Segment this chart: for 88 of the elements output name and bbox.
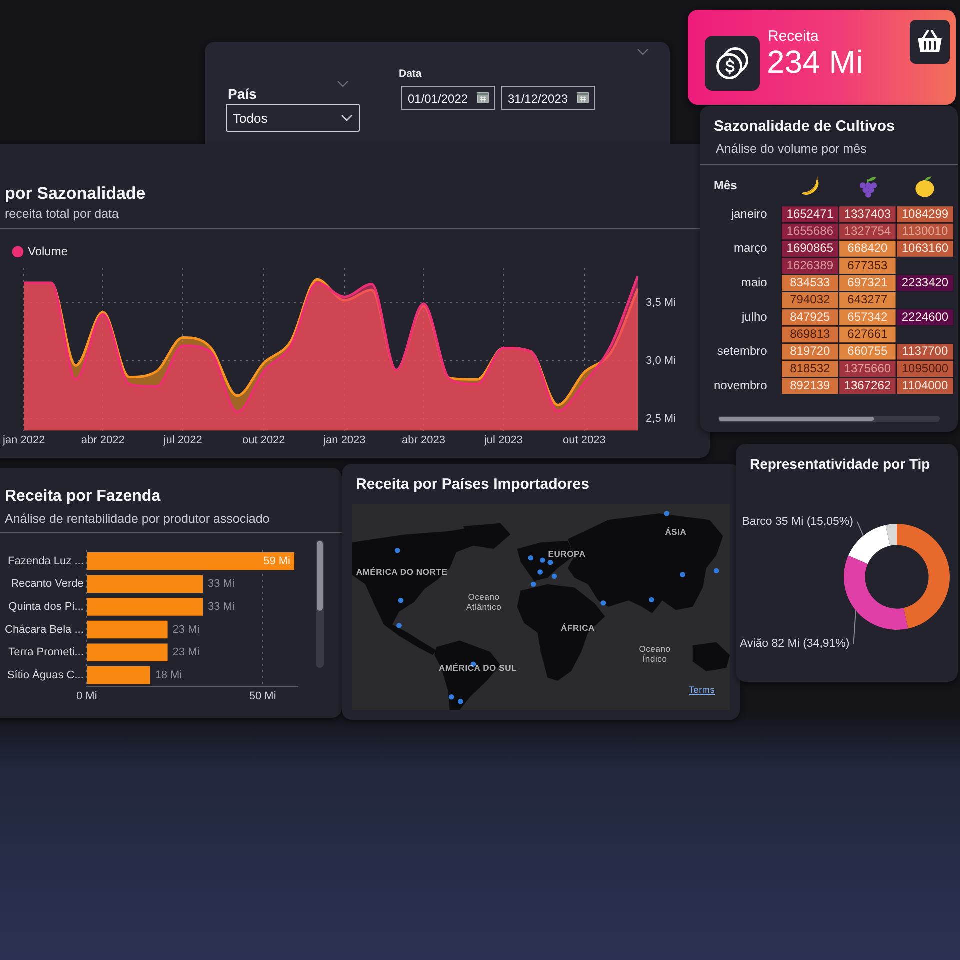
x-tick-label: jan 2022 [2, 434, 46, 446]
chart-title: Representatividade por Tip [750, 456, 930, 472]
chart-subtitle: Análise de rentabilidade por produtor associado [5, 512, 270, 526]
text: País [228, 86, 257, 102]
y-tick-label: Sítio Águas C... [7, 668, 84, 682]
text: Oceano Índico [638, 644, 672, 664]
data-label: 892139 [790, 378, 830, 393]
y-tick-label: março [734, 241, 768, 256]
text: ÁFRICA [561, 623, 595, 633]
text: Receita [768, 28, 819, 45]
slice-label: Avião 82 Mi (34,91%) [740, 638, 850, 650]
x-tick-label: abr 2022 [81, 434, 125, 446]
data-label: 627661 [848, 327, 888, 342]
chart-title: Receita por Fazenda [5, 488, 161, 506]
data-label: 668420 [848, 241, 888, 256]
text: AMÉRICA DO NORTE [356, 567, 448, 577]
y-tick-label: Fazenda Luz ... [8, 555, 84, 568]
data-label: 33 Mi [208, 578, 235, 590]
text: Terms [689, 685, 715, 695]
data-label: 1084299 [902, 206, 949, 221]
data-label: 660755 [848, 344, 888, 358]
chart-title: por Sazonalidade [5, 184, 146, 204]
x-tick-label: abr 2023 [402, 434, 446, 446]
x-tick-label: jul 2022 [162, 434, 202, 446]
data-label: 1367262 [844, 378, 892, 393]
y-tick-label: maio [741, 276, 768, 290]
date-field: 01/01/2022 [401, 86, 495, 110]
data-label: 1337403 [844, 206, 892, 221]
x-tick-label: 50 Mi [249, 690, 276, 702]
x-tick-label: out 2022 [242, 434, 286, 446]
data-label: 657342 [848, 310, 888, 324]
data-label: 869813 [790, 327, 830, 342]
text: AMÉRICA DO SUL [438, 663, 518, 673]
data-label: 2233420 [902, 276, 949, 290]
y-tick-label: novembro [714, 378, 768, 393]
data-label: 59 Mi [264, 555, 290, 568]
data-label: 1690865 [786, 241, 834, 256]
data-label: 1626389 [786, 258, 834, 272]
data-label: 643277 [848, 292, 888, 307]
text: EUROPA [548, 549, 586, 559]
y-tick-label: Quinta dos Pi... [8, 601, 84, 614]
data-label: 1375660 [844, 361, 892, 376]
data-label: 677353 [848, 258, 888, 272]
slice-label: Barco 35 Mi (15,05%) [742, 516, 854, 528]
data-label: 794032 [790, 292, 830, 307]
y-tick-label: janeiro [730, 206, 768, 221]
data-label: 1104000 [902, 378, 948, 393]
chart-subtitle: receita total por data [5, 207, 119, 221]
x-tick-label: 0 Mi [76, 690, 98, 702]
data-label: 847925 [790, 310, 830, 324]
data-label: 1655686 [786, 224, 834, 238]
data-label: 2224600 [902, 310, 949, 324]
data-label: 818532 [790, 361, 830, 376]
data-label: 18 Mi [155, 669, 182, 682]
data-label: 33 Mi [208, 601, 235, 614]
data-label: 1327754 [844, 224, 892, 238]
y-tick-label: setembro [717, 344, 768, 358]
y-tick-label: 2,5 Mi [646, 413, 676, 426]
legend-label: Volume [28, 244, 68, 258]
data-label: 23 Mi [172, 646, 200, 659]
data-label: 1137700 [902, 344, 948, 358]
y-tick-label: 3,0 Mi [646, 355, 676, 368]
data-label: 1095000 [902, 361, 949, 376]
data-label: 819720 [790, 344, 830, 358]
chart-subtitle: Análise do volume por mês [716, 142, 867, 156]
y-tick-label: Terra Prometi... [8, 646, 84, 659]
text: Receita por Países Importadores [356, 476, 590, 493]
y-tick-label: Chácara Bela ... [5, 624, 84, 636]
text: Data [399, 68, 422, 80]
text: ÁSIA [665, 527, 687, 537]
y-tick-label: Recanto Verde [11, 578, 84, 590]
data-label: 697321 [848, 276, 888, 290]
y-tick-label: julho [741, 310, 768, 324]
x-tick-label: jan 2023 [322, 434, 366, 446]
chart-title: Sazonalidade de Cultivos [714, 118, 895, 135]
x-tick-label: out 2023 [563, 434, 606, 446]
data-label: 834533 [790, 276, 830, 290]
y-axis-title: Mês [714, 178, 738, 192]
x-tick-label: jul 2023 [483, 434, 523, 446]
data-label: 23 Mi [172, 624, 200, 636]
data-label: 1063160 [902, 241, 949, 256]
text: 234 Mi [767, 44, 864, 81]
data-label: 1652471 [786, 206, 834, 221]
data-label: 1130010 [902, 224, 948, 238]
y-tick-label: 3,5 Mi [646, 296, 676, 309]
text: Oceano Atlântico [465, 592, 503, 612]
date-field: 31/12/2023 [501, 86, 595, 110]
dropdown: Todos [226, 104, 360, 132]
